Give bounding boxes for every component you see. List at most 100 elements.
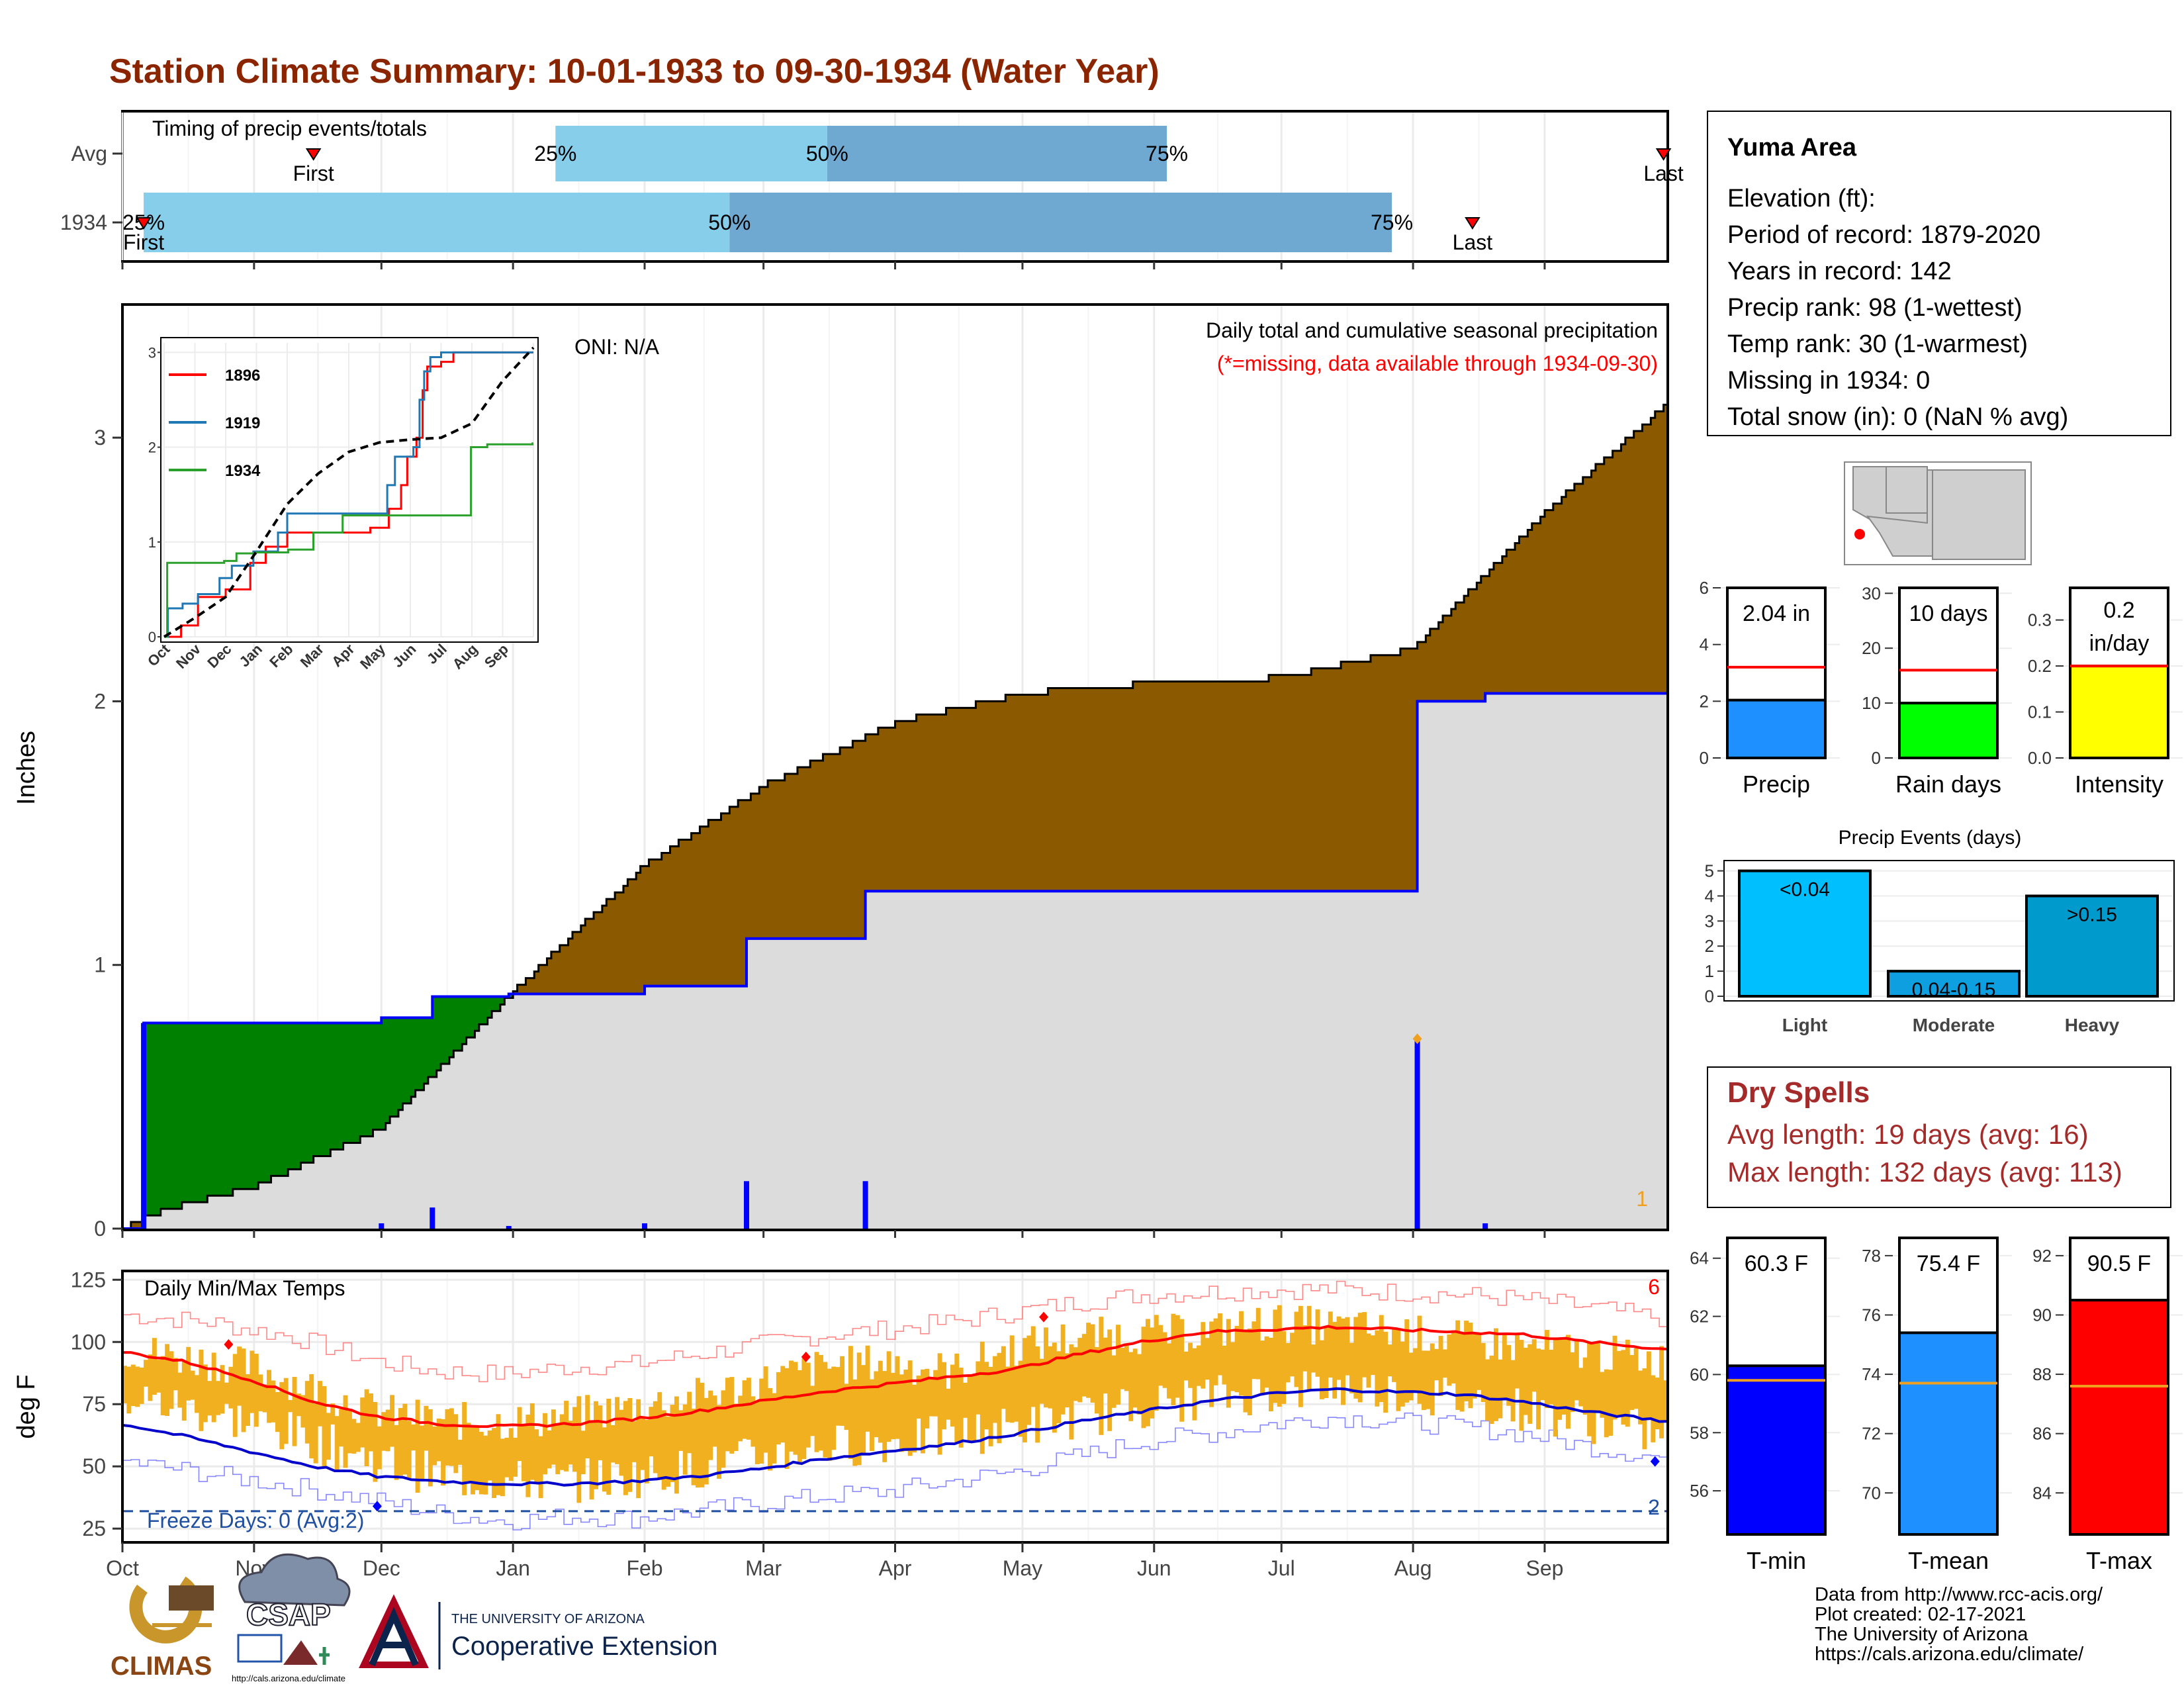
deficit-strip [1183, 681, 1189, 892]
deficit-strip [559, 945, 565, 994]
state-nevada [1886, 466, 1928, 514]
surplus-strip [402, 1017, 408, 1103]
daily-temp-bar [738, 1395, 743, 1442]
daily-precip-bar [141, 1023, 147, 1229]
gauge-value-bar [2069, 1299, 2169, 1536]
daily-temp-bar [1048, 1346, 1053, 1409]
daily-temp-bar [882, 1371, 887, 1462]
daily-temp-bar [657, 1392, 662, 1480]
daily-temp-bar [1260, 1340, 1265, 1394]
daily-temp-bar [606, 1398, 612, 1495]
surplus-strip [457, 996, 463, 1051]
precip-title: Daily total and cumulative seasonal prec… [1206, 318, 1658, 342]
daily-temp-bar [1663, 1380, 1668, 1421]
record-low-marker [1650, 1456, 1660, 1467]
daily-temp-bar [1570, 1352, 1575, 1413]
gauge-y-tick-label: 0.1 [2028, 702, 2052, 722]
daily-temp-bar [1030, 1326, 1036, 1407]
daily-temp-bar [1196, 1345, 1201, 1386]
deficit-strip [1408, 648, 1414, 892]
daily-temp-bar [784, 1368, 790, 1469]
deficit-strip [1617, 451, 1622, 694]
first-label: First [123, 230, 164, 254]
deficit-strip [1150, 681, 1155, 892]
daily-temp-bar [1651, 1375, 1656, 1442]
csap-logo: CSAP http://cals.arizona.edu/climate [232, 1553, 351, 1683]
deficit-strip [1430, 628, 1435, 702]
daily-temp-bar [1421, 1350, 1426, 1411]
deficit-strip [971, 708, 976, 892]
deficit-strip [619, 892, 624, 994]
deficit-strip [1582, 477, 1588, 694]
daily-temp-bar [343, 1395, 348, 1468]
deficit-strip [657, 859, 662, 986]
deficit-strip [1141, 681, 1146, 892]
daily-temp-bar [253, 1354, 259, 1427]
daily-precip-bar [743, 1181, 749, 1229]
daily-temp-bar [997, 1352, 1002, 1444]
precip-base-area [122, 690, 1668, 1229]
inset-legend-label: 1896 [225, 367, 260, 385]
daily-temp-bar [1591, 1344, 1596, 1444]
daily-temp-bar [543, 1413, 547, 1475]
daily-temp-bar [1192, 1348, 1197, 1421]
deficit-strip [1489, 569, 1494, 694]
daily-temp-bar [436, 1419, 441, 1462]
daily-temp-bar [886, 1351, 891, 1442]
daily-temp-bar [1179, 1319, 1185, 1422]
dry-spells-avg: Avg length: 19 days (avg: 16) [1727, 1119, 2089, 1150]
gauge-x-label: T-min [1747, 1547, 1806, 1574]
daily-temp-bar [1128, 1352, 1134, 1421]
deficit-strip [606, 899, 612, 994]
daily-temp-bar [1612, 1335, 1617, 1420]
daily-temp-bar [525, 1415, 531, 1497]
daily-temp-bar [1540, 1349, 1545, 1401]
daily-temp-bar [572, 1407, 577, 1472]
surplus-strip [296, 1023, 302, 1170]
surplus-strip [475, 996, 480, 1031]
gauge-y-tick-label: 92 [2032, 1246, 2052, 1266]
daily-temp-bar [1145, 1319, 1150, 1427]
daily-temp-bar [1625, 1339, 1630, 1427]
daily-temp-bar [1600, 1372, 1605, 1418]
daily-temp-bar [623, 1401, 628, 1495]
daily-temp-bar [776, 1372, 781, 1445]
deficit-strip [615, 892, 620, 994]
events-x-label: Moderate [1913, 1015, 1995, 1035]
daily-temp-bar [195, 1375, 199, 1413]
daily-temp-bar [1408, 1352, 1414, 1401]
deficit-strip [1311, 668, 1316, 892]
credit-url: https://cals.arizona.edu/climate/ [1815, 1644, 2084, 1665]
daily-temp-bar [483, 1435, 488, 1495]
daily-temp-bar [589, 1423, 594, 1500]
temp-panel: 25 50 75 100 125 Daily Min/Max Temps deg F F… [13, 1268, 1669, 1544]
daily-temp-bar [1294, 1311, 1299, 1387]
deficit-strip [602, 906, 607, 994]
deficit-strip [1099, 688, 1104, 892]
deficit-strip [1188, 681, 1193, 892]
deficit-strip [819, 761, 824, 939]
surplus-strip [190, 1023, 195, 1203]
deficit-strip [1201, 681, 1206, 892]
deficit-strip [1234, 681, 1240, 892]
daily-temp-bar [385, 1409, 390, 1452]
deficit-strip [933, 714, 938, 892]
deficit-strip [636, 872, 641, 994]
timing-label-75: 75% [1146, 142, 1188, 165]
daily-temp-bar [1489, 1355, 1494, 1425]
surplus-strip [292, 1023, 297, 1170]
daily-temp-bar [492, 1428, 497, 1499]
daily-temp-bar [1094, 1346, 1099, 1414]
daily-temp-bar [1230, 1342, 1236, 1391]
y-tick-label: 125 [71, 1268, 106, 1291]
daily-temp-bar [364, 1389, 369, 1466]
deficit-strip [1124, 688, 1129, 892]
daily-temp-bar [594, 1401, 598, 1489]
daily-temp-bar [1426, 1350, 1431, 1409]
ua-line2: Cooperative Extension [451, 1632, 717, 1661]
deficit-strip [895, 721, 900, 892]
daily-temp-bar [925, 1368, 930, 1429]
daily-temp-bar [891, 1372, 895, 1440]
deficit-strip [1570, 490, 1575, 694]
gauge-y-tick-label: 0.3 [2028, 610, 2052, 630]
